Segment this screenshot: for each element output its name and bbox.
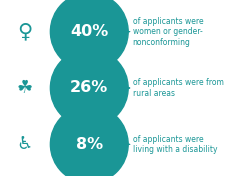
Text: 40%: 40% (70, 24, 108, 39)
Text: 8%: 8% (76, 137, 103, 152)
Ellipse shape (50, 105, 128, 176)
Text: ♀: ♀ (17, 22, 32, 42)
Text: of applicants were from: of applicants were from (133, 78, 223, 87)
Text: of applicants were: of applicants were (133, 135, 203, 144)
Text: women or gender-: women or gender- (133, 27, 202, 36)
Text: living with a disability: living with a disability (133, 145, 217, 154)
Text: ☘: ☘ (17, 79, 33, 97)
Text: nonconforming: nonconforming (133, 38, 190, 47)
Text: 26%: 26% (70, 80, 108, 96)
Text: rural areas: rural areas (133, 89, 175, 98)
Ellipse shape (50, 0, 128, 71)
Text: of applicants were: of applicants were (133, 17, 203, 26)
Text: ♿: ♿ (17, 135, 33, 153)
Ellipse shape (50, 49, 128, 127)
